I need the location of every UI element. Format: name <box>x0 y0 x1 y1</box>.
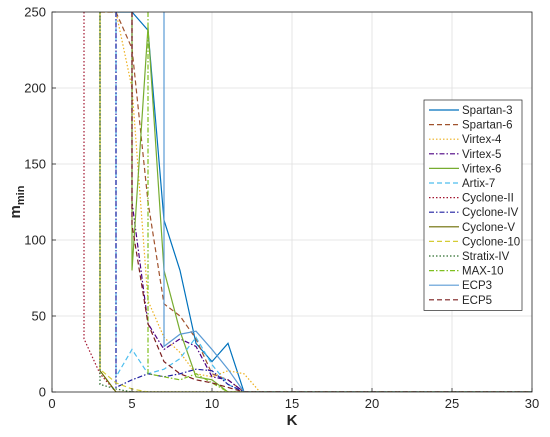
legend-label: Stratix-IV <box>462 251 510 263</box>
legend-box <box>423 99 523 311</box>
legend-label: Spartan-6 <box>462 120 513 132</box>
series-line-virtex-5 <box>131 12 532 392</box>
y-tick-label: 50 <box>32 309 46 324</box>
series-line-ecp3 <box>163 12 532 392</box>
y-tick-label: 200 <box>24 81 46 96</box>
legend-label: Cyclone-10 <box>462 236 520 248</box>
y-axis-label: mmin <box>7 185 27 218</box>
legend-label: ECP5 <box>462 295 492 307</box>
series-line-stratix-iv <box>99 12 532 392</box>
y-axis-label-main: m <box>7 205 24 218</box>
legend-label: Virtex-4 <box>462 134 502 146</box>
legend-label: ECP3 <box>462 280 492 292</box>
legend-label: Cyclone-V <box>462 222 515 234</box>
legend-label: Cyclone-IV <box>462 207 519 219</box>
x-tick-label: 25 <box>445 396 459 411</box>
x-tick-label: 15 <box>285 396 299 411</box>
x-tick-label: 30 <box>525 396 539 411</box>
series-line-spartan-6 <box>100 12 532 392</box>
legend: Spartan-3 Spartan-6 Virtex-4 Virtex-5 Virtex… <box>423 99 523 311</box>
ticks: 0 5 10 15 20 25 30 0 50 100 150 200 250 <box>24 5 539 412</box>
y-tick-label: 0 <box>39 385 46 400</box>
x-tick-label: 20 <box>365 396 379 411</box>
series-line-virtex-4 <box>100 12 532 392</box>
x-tick-label: 0 <box>48 396 55 411</box>
series-line-max-10 <box>147 12 532 392</box>
series-line-ecp5 <box>131 12 532 392</box>
series-line-cyclone-iv <box>115 12 532 392</box>
y-tick-label: 100 <box>24 233 46 248</box>
series-layer <box>83 12 532 392</box>
legend-label: Spartan-3 <box>462 105 513 117</box>
series-line-artix-7 <box>115 12 532 392</box>
y-tick-label: 150 <box>24 157 46 172</box>
y-tick-label: 250 <box>24 5 46 20</box>
y-axis-label-subscript: min <box>15 185 27 205</box>
legend-label: MAX-10 <box>462 266 504 278</box>
legend-label: Artix-7 <box>462 178 495 190</box>
x-tick-label: 10 <box>205 396 219 411</box>
legend-label: Cyclone-II <box>462 193 514 205</box>
series-line-virtex-6 <box>131 12 532 392</box>
legend-label: Virtex-6 <box>462 163 501 175</box>
legend-label: Virtex-5 <box>462 149 501 161</box>
x-tick-label: 5 <box>128 396 135 411</box>
series-line-spartan-3 <box>116 12 532 392</box>
x-axis-label: K <box>287 412 298 429</box>
